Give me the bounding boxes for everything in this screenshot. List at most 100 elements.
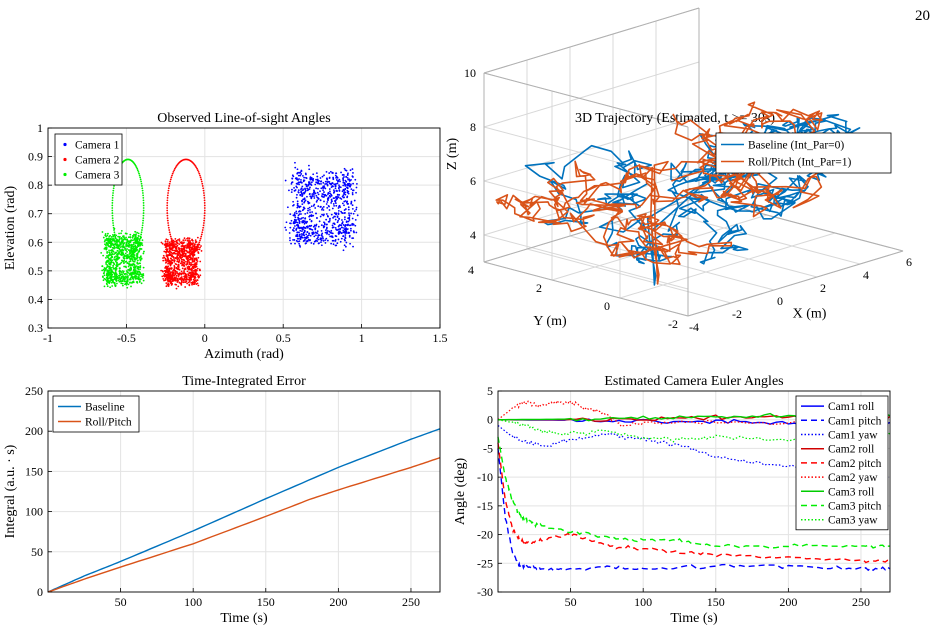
data-point bbox=[353, 199, 356, 202]
series-line-cam2-pitch bbox=[497, 442, 891, 564]
chart-4: 50 100 150 200 250 -30 -25 -20 -15 -10 -5 0 5 Estimat… bbox=[453, 374, 891, 626]
data-point bbox=[168, 252, 171, 255]
x-tick-label: 150 bbox=[707, 595, 725, 609]
data-point bbox=[175, 276, 177, 279]
chart-title: Time-Integrated Error bbox=[182, 374, 306, 389]
data-point bbox=[201, 229, 204, 231]
x-tick-label: -2 bbox=[732, 307, 742, 321]
data-point bbox=[296, 231, 299, 234]
data-point bbox=[111, 246, 114, 249]
data-point bbox=[299, 174, 302, 177]
data-point bbox=[339, 228, 341, 231]
data-point bbox=[203, 209, 206, 212]
data-point bbox=[347, 232, 350, 234]
x-tick-label: 0 bbox=[777, 294, 783, 308]
data-point bbox=[119, 277, 122, 280]
data-point bbox=[321, 175, 324, 178]
legend-label: Cam3 yaw bbox=[828, 515, 878, 527]
x-tick-label: 100 bbox=[634, 595, 652, 609]
data-point bbox=[166, 197, 169, 199]
data-point bbox=[300, 173, 303, 175]
data-point bbox=[203, 212, 206, 214]
data-point bbox=[302, 231, 305, 234]
data-point bbox=[162, 259, 165, 262]
floor-gridline bbox=[526, 248, 732, 304]
chart-title: Observed Line-of-sight Angles bbox=[157, 111, 330, 126]
data-point bbox=[302, 219, 305, 222]
data-point bbox=[331, 171, 334, 174]
data-point bbox=[336, 197, 339, 200]
data-point bbox=[181, 244, 184, 247]
data-point bbox=[340, 226, 343, 229]
data-point bbox=[320, 239, 323, 242]
data-point bbox=[110, 274, 113, 277]
data-point bbox=[296, 223, 299, 226]
y-tick-label: 0 bbox=[487, 413, 493, 427]
data-point bbox=[173, 244, 176, 247]
data-point bbox=[303, 191, 306, 194]
data-point bbox=[175, 239, 178, 242]
data-point bbox=[196, 169, 199, 172]
data-point bbox=[164, 275, 166, 278]
data-point bbox=[203, 214, 206, 217]
data-point bbox=[320, 244, 323, 247]
data-point bbox=[316, 175, 319, 178]
data-point bbox=[338, 184, 340, 187]
data-point bbox=[137, 171, 140, 173]
data-point bbox=[348, 212, 350, 215]
data-point bbox=[191, 265, 194, 268]
data-point bbox=[329, 235, 332, 238]
data-point bbox=[171, 258, 174, 261]
data-point bbox=[132, 278, 135, 280]
series-camera-2 bbox=[160, 158, 206, 290]
data-point bbox=[137, 265, 140, 268]
data-point bbox=[167, 274, 170, 276]
legend-label: Camera 1 bbox=[75, 140, 120, 152]
data-point bbox=[193, 277, 196, 280]
data-point bbox=[303, 229, 306, 232]
data-point bbox=[129, 278, 132, 281]
data-point bbox=[340, 210, 342, 213]
data-point bbox=[182, 279, 185, 282]
data-point bbox=[111, 253, 113, 256]
legend-label: Baseline bbox=[85, 402, 125, 414]
data-point bbox=[170, 267, 173, 270]
data-point bbox=[196, 282, 199, 285]
data-point bbox=[348, 216, 351, 219]
data-point bbox=[186, 263, 189, 265]
x-tick-label: 1.5 bbox=[433, 331, 448, 345]
data-point bbox=[166, 268, 169, 271]
data-point bbox=[320, 241, 322, 244]
data-point bbox=[109, 271, 112, 274]
data-point bbox=[170, 237, 173, 240]
data-point bbox=[136, 167, 139, 170]
data-point bbox=[355, 182, 358, 185]
data-point bbox=[124, 261, 127, 263]
data-point bbox=[320, 229, 323, 232]
data-point bbox=[301, 221, 304, 224]
data-point bbox=[342, 235, 345, 237]
data-point bbox=[176, 241, 178, 244]
data-point bbox=[174, 250, 177, 253]
data-point bbox=[311, 228, 314, 231]
data-point bbox=[346, 224, 349, 227]
data-point bbox=[338, 218, 340, 220]
data-point bbox=[113, 258, 116, 261]
data-point bbox=[308, 232, 311, 235]
data-point bbox=[328, 205, 330, 208]
data-point bbox=[189, 257, 192, 259]
data-point bbox=[319, 190, 321, 193]
data-point bbox=[294, 212, 296, 214]
data-point bbox=[343, 218, 346, 221]
data-point bbox=[345, 175, 348, 178]
axis-box-edge bbox=[483, 72, 689, 128]
data-point bbox=[135, 278, 137, 280]
data-point bbox=[172, 171, 175, 173]
data-point bbox=[118, 280, 121, 283]
data-point bbox=[197, 284, 200, 287]
data-point bbox=[315, 212, 317, 215]
data-point bbox=[129, 236, 132, 238]
data-point bbox=[301, 228, 304, 231]
y-tick-label: 4 bbox=[468, 263, 474, 277]
data-point bbox=[139, 258, 142, 261]
